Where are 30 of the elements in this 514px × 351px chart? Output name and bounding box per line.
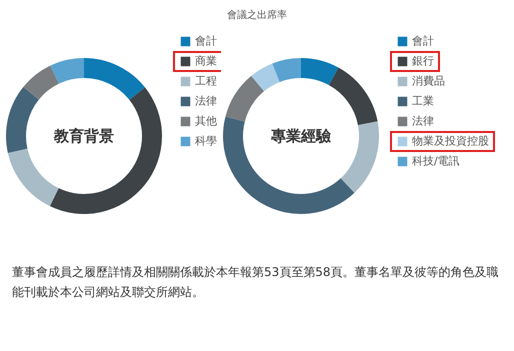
donut-slice xyxy=(272,58,301,82)
legend-label: 會計 xyxy=(195,34,217,48)
legend-label: 工業 xyxy=(412,94,434,108)
donut-slice xyxy=(225,76,264,122)
text: 專業經驗 xyxy=(270,127,332,145)
legend-label: 商業 xyxy=(195,54,217,68)
text: 董事會成員之履歷詳情及相關關係載於本年報第53頁至第58頁。董事名單及彼等的角色及職能刊載於本公司網站及聯交所網站。 xyxy=(12,264,500,301)
text: 教育背景 xyxy=(53,127,114,145)
donut-slice xyxy=(6,87,39,154)
legend-label: 科學 xyxy=(195,134,217,148)
donut-slice xyxy=(340,121,379,193)
donut-slice xyxy=(301,58,339,86)
text: 會議之出席率 xyxy=(226,8,288,22)
donut-slice xyxy=(50,58,84,84)
legend-label: 物業及投資控股 xyxy=(412,134,489,148)
legend-label: 銀行 xyxy=(412,54,434,68)
donut-slice xyxy=(8,148,59,206)
donut-slice xyxy=(223,116,354,214)
donut-slice xyxy=(328,68,378,126)
donut-slice xyxy=(251,63,280,92)
legend-label: 科技/電訊 xyxy=(412,154,460,168)
legend-label: 工程 xyxy=(195,74,217,88)
legend-label: 消費品 xyxy=(412,74,445,88)
donut-slice xyxy=(23,66,59,100)
donut-slice xyxy=(84,58,146,100)
legend-label: 其他 xyxy=(195,114,217,128)
legend-label: 法律 xyxy=(195,94,217,108)
legend-label: 法律 xyxy=(412,114,434,128)
donut-slice xyxy=(50,87,162,214)
legend-label: 會計 xyxy=(412,34,434,48)
